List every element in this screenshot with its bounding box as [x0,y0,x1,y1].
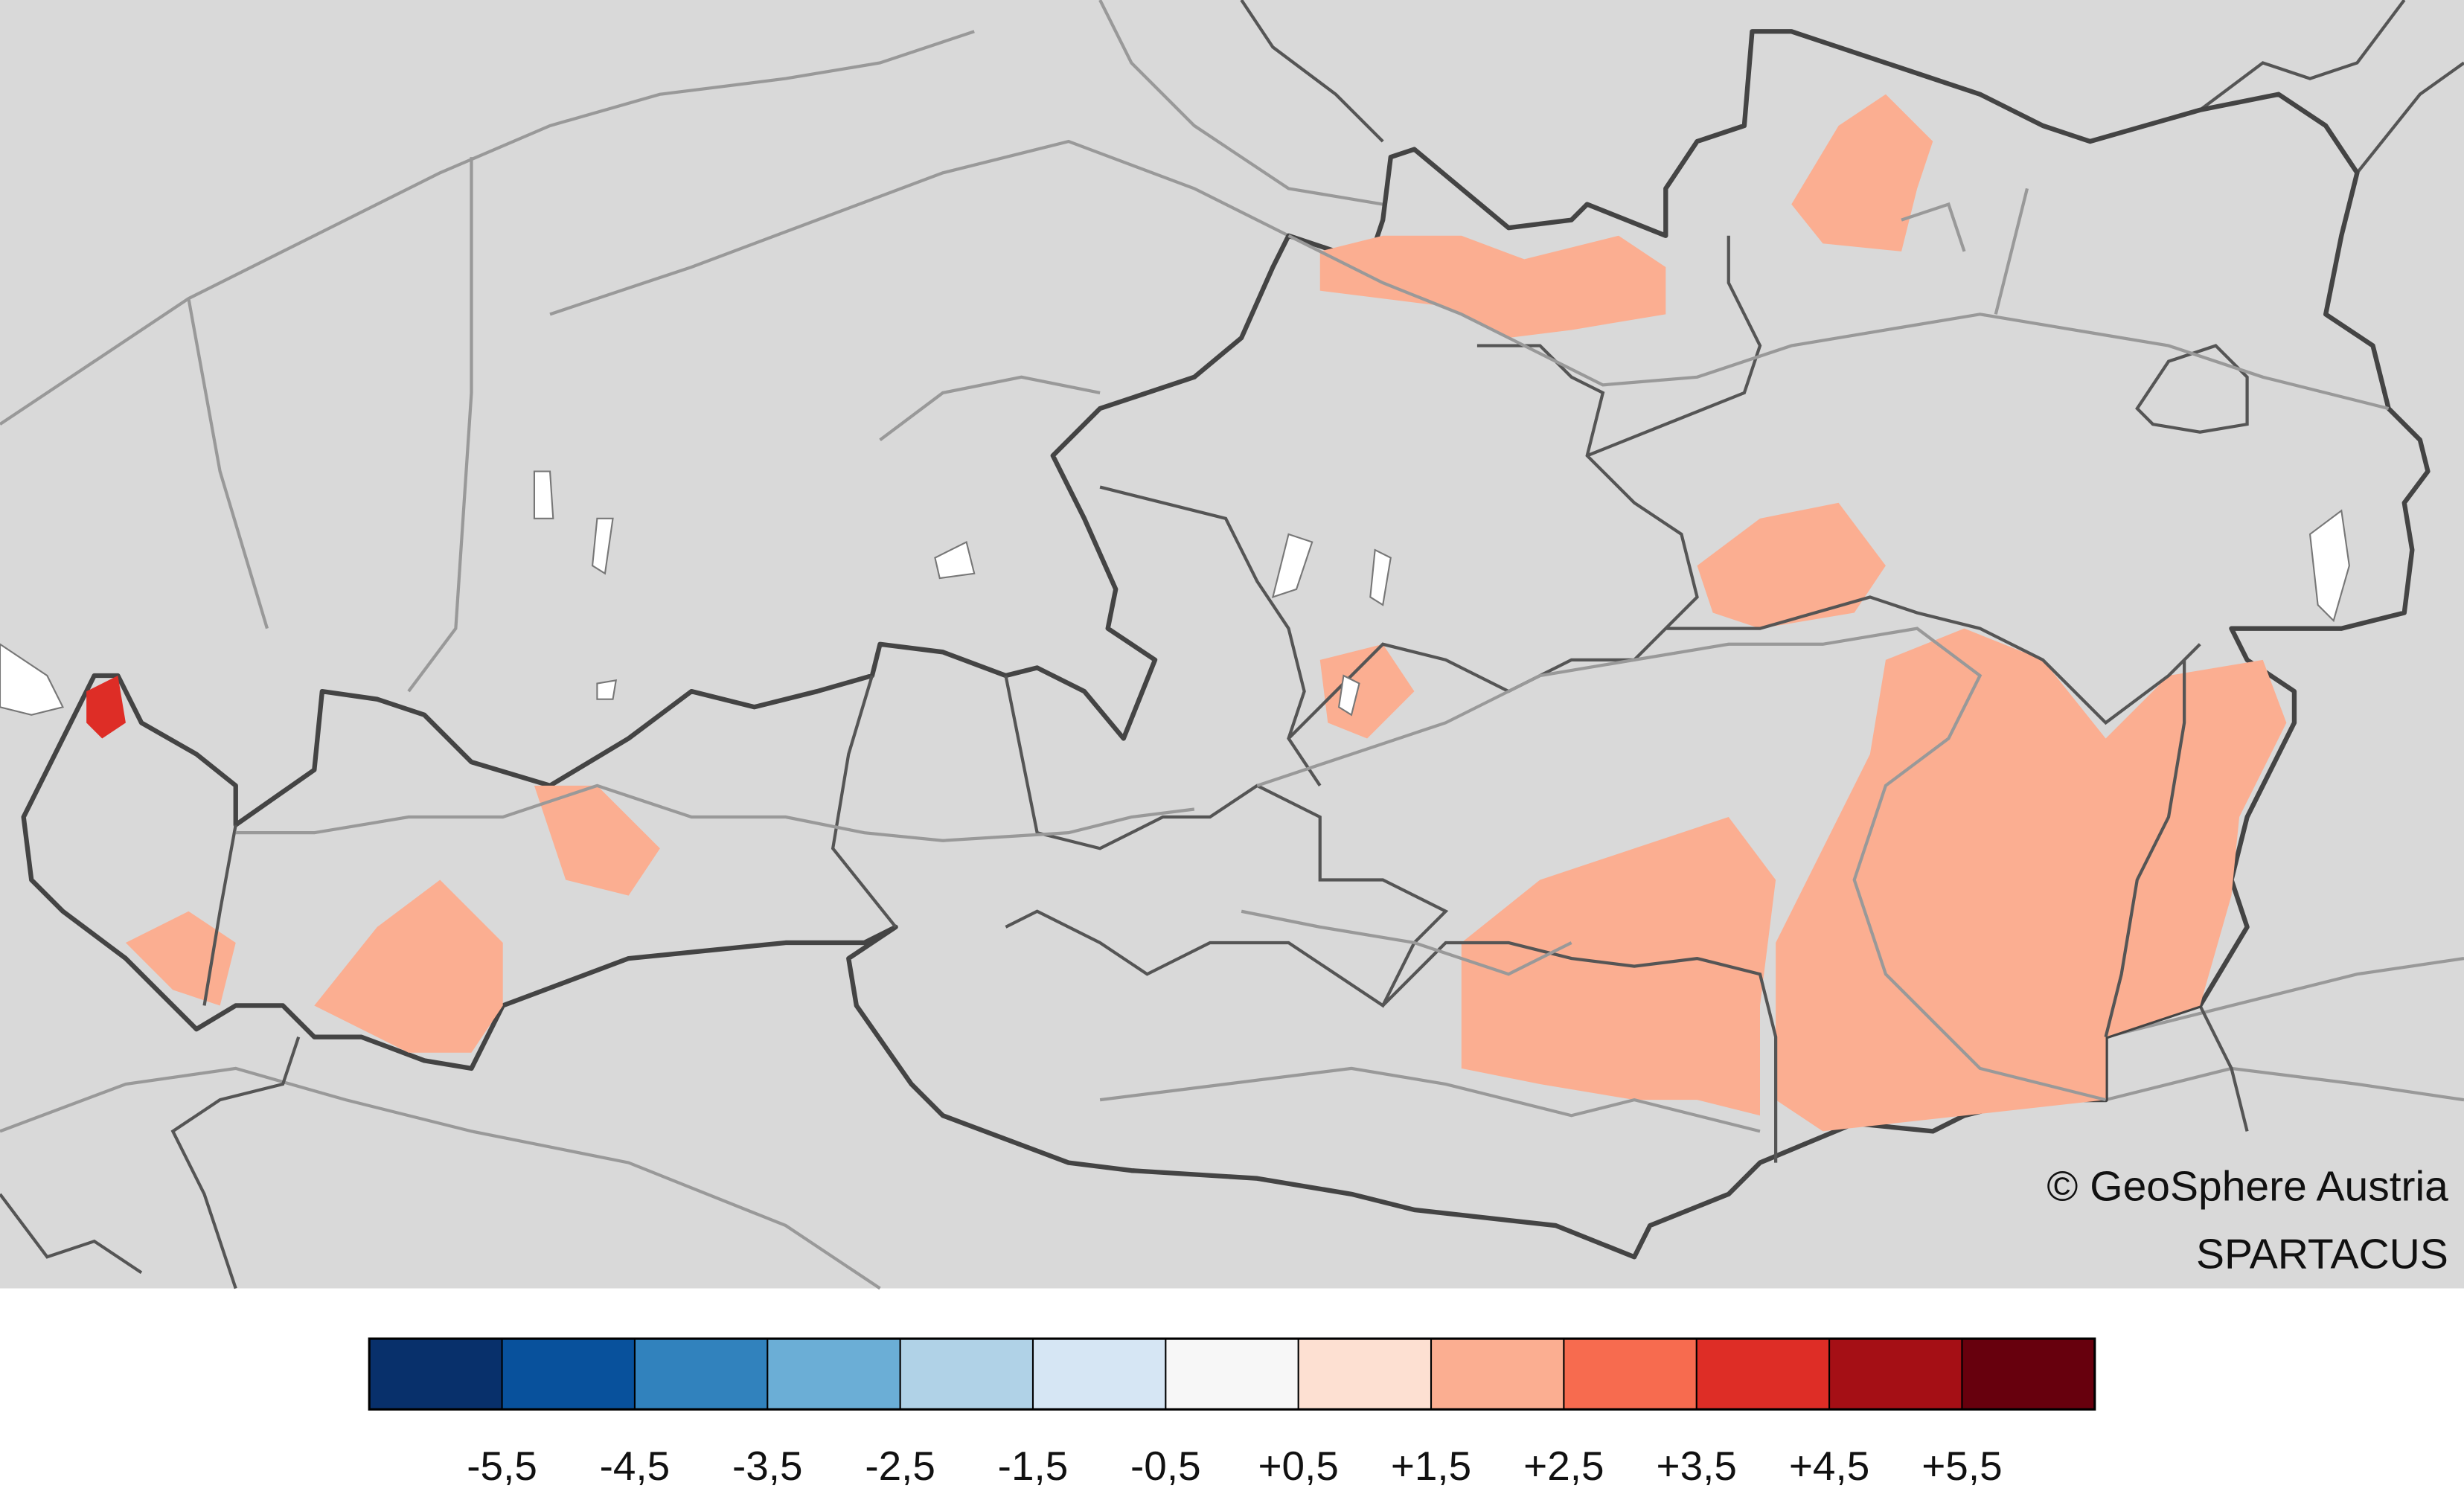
rivers [235,188,2390,1133]
legend-swatch [1298,1339,1432,1410]
light-area [125,785,660,1053]
austria-outline [21,29,2431,1260]
lake [0,470,976,716]
state-border [1381,941,1778,1163]
light-area [1697,502,1886,629]
neighbour-border [1240,0,2464,1132]
colorbar-frame [368,1337,2096,1411]
legend-swatch [1032,1339,1166,1410]
legend-swatch [369,1339,502,1410]
tick-label: -3,5 [732,1443,803,1489]
state-border [202,824,237,1006]
state-border [1099,235,1762,786]
river [1098,0,1383,206]
river [2105,1066,2464,1102]
legend-swatch [1431,1339,1564,1410]
tick-label: -2,5 [865,1443,935,1489]
river [0,1066,881,1290]
tick-label: +0,5 [1258,1443,1338,1489]
light-area [1461,817,1776,1116]
light-area [1791,94,1933,251]
river [0,30,975,426]
river [1256,627,2107,1102]
legend-swatch [1165,1339,1299,1410]
state-border [831,675,1449,1008]
neighbour-rivers [0,0,2464,1290]
tick-label: -5,5 [467,1443,537,1489]
river [1241,909,1572,976]
lake [1271,509,2350,717]
state-border [2135,344,2249,434]
tick-label: -1,5 [998,1443,1069,1489]
legend-swatch [900,1339,1033,1410]
river [1901,188,2029,315]
austria [21,29,2431,1260]
legend-swatch [634,1339,768,1410]
river [187,298,269,629]
river [2105,957,2464,1039]
legend-swatch [1564,1339,1697,1410]
warm-spot [86,676,126,739]
lighter-areas [125,94,2287,1132]
river [549,139,1290,316]
river [235,784,1195,842]
state-borders [202,235,2249,1163]
legend-swatch [1829,1339,1962,1410]
legend-swatch [1962,1339,2095,1410]
tick-label: +1,5 [1391,1443,1471,1489]
light-area [1319,235,1666,339]
attribution: SPARTACUS [2196,1230,2448,1278]
river [407,157,473,693]
river [879,375,1101,441]
state-border [1665,595,2201,1038]
light-area [1319,644,1415,739]
legend-swatch [1696,1339,1830,1410]
tick-label: -4,5 [600,1443,671,1489]
legend-swatch [767,1339,900,1410]
neighbour-border [0,1036,301,1289]
tick-label: -0,5 [1130,1443,1201,1489]
attribution: © GeoSphere Austria [2047,1163,2448,1211]
colorbar: -5,5 -4,5 -3,5 -2,5 -1,5 -0,5 +0,5 +1,5 +2,5 +3,5… [368,1337,2096,1489]
legend-swatch [502,1339,635,1410]
tick-label: +5,5 [1921,1443,2002,1489]
river [1099,1066,1761,1133]
river [1287,234,2390,411]
tick-label: +2,5 [1523,1443,1604,1489]
light-area [1776,628,2287,1132]
tick-label: +4,5 [1789,1443,1869,1489]
tick-label: +3,5 [1657,1443,1737,1489]
